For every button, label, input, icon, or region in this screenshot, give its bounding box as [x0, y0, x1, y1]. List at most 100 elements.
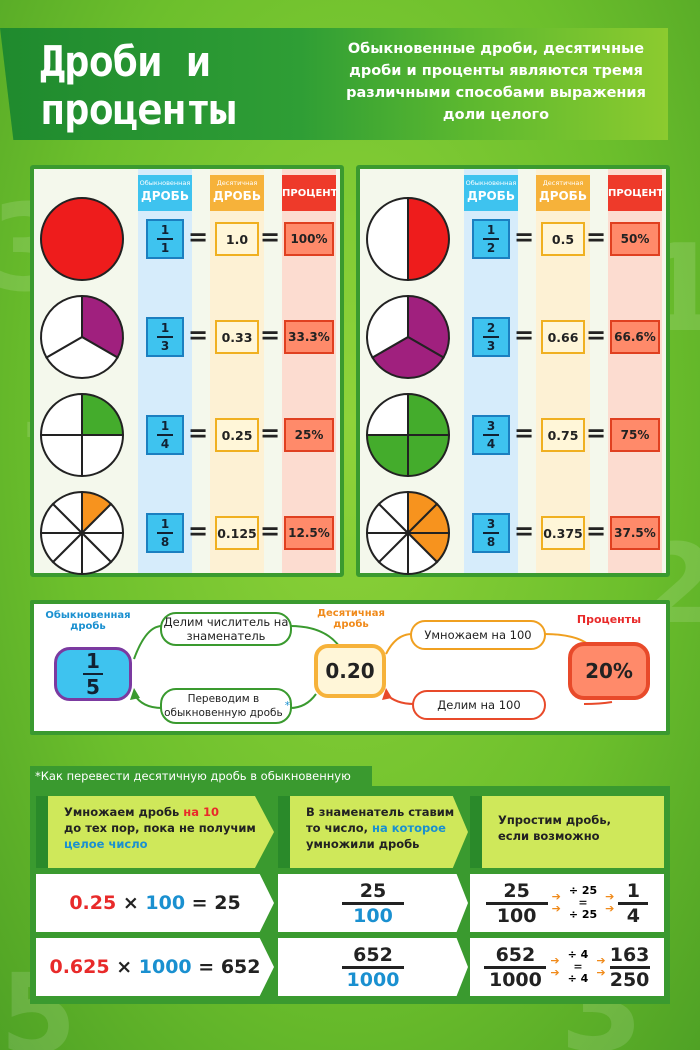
- fraction-line: [609, 965, 650, 969]
- denominator: 3: [486, 339, 496, 353]
- ex2-eq2: =: [573, 960, 583, 973]
- step2-text-a: В знаменатель ставим: [306, 805, 455, 819]
- ex1-simp-den: 4: [626, 904, 640, 927]
- step-divide100-pill: Делим на 100: [412, 690, 546, 720]
- step-convert-text: Переводим в обыкновенную дробь: [164, 693, 283, 719]
- flow-frac-num: 1: [86, 649, 100, 673]
- equals-sign: =: [513, 419, 535, 447]
- step2-header: В знаменатель ставим то число, на которо…: [278, 796, 468, 868]
- flow-frac-den: 5: [86, 675, 100, 699]
- step-multiply-pill: Умножаем на 100: [410, 620, 546, 650]
- step1-text-c: до тех пор, пока не получим: [64, 821, 256, 835]
- numerator: 3: [486, 517, 496, 531]
- ex2-s-num: 652: [495, 943, 536, 966]
- ex1-s-num: 25: [503, 879, 530, 902]
- ex1-decimal: 0.25: [69, 892, 117, 914]
- equals-sign: =: [259, 321, 281, 349]
- left-percent-1: 100%: [284, 222, 334, 256]
- decimal-to-fraction-steps: Умножаем дробь на 10 до тех пор, пока не…: [30, 786, 670, 1004]
- equals-sign: =: [187, 517, 209, 545]
- denominator: 4: [160, 437, 170, 451]
- denominator: 1: [160, 241, 170, 255]
- right-pie-2: [364, 293, 452, 381]
- example2-fraction: 652 1000: [278, 938, 468, 996]
- ex1-multiplier: 100: [145, 892, 186, 914]
- fraction-line: [342, 965, 404, 969]
- right-col-header: Десятичная ДРОБЬ: [536, 175, 590, 211]
- left-percent-2: 33.3%: [284, 320, 334, 354]
- right-percent-1: 50%: [610, 222, 660, 256]
- left-decimal-2: 0.33: [215, 320, 259, 354]
- right-decimal-1: 0.5: [541, 222, 585, 256]
- equals-sign: =: [585, 419, 607, 447]
- numerator: 1: [160, 321, 170, 335]
- equals-sign: =: [187, 223, 209, 251]
- numerator: 1: [160, 517, 170, 531]
- left-col-header: ПРОЦЕНТ: [282, 175, 338, 211]
- flow-decimal-box: 0.20: [314, 644, 386, 698]
- denominator: 8: [486, 535, 496, 549]
- ex2-s-den: 1000: [488, 968, 542, 991]
- equals-sign: =: [513, 223, 535, 251]
- right-pie-4: [364, 489, 452, 577]
- col-header-big: ПРОЦЕНТ: [282, 188, 338, 199]
- step1-text-d: целое число: [64, 837, 148, 851]
- ex1-simp-num: 1: [626, 879, 640, 902]
- left-pie-1: [38, 195, 126, 283]
- fraction-table-right: Обыкновенная ДРОБЬ Десятичная ДРОБЬ ПРОЦЕНТ 1…: [356, 165, 670, 577]
- ex2-den: 1000: [346, 968, 400, 991]
- fraction-line: [83, 673, 103, 675]
- arrow-icon: ➔: [550, 966, 560, 979]
- flow-percent-box: 20%: [568, 642, 650, 700]
- equals-sign: =: [513, 321, 535, 349]
- step-convert-star: *: [284, 700, 290, 712]
- col-header-big: ПРОЦЕНТ: [608, 188, 664, 199]
- ex1-equals: =: [191, 892, 208, 914]
- left-pie-3: [38, 391, 126, 479]
- ex2-simp-num: 163: [609, 943, 650, 966]
- fraction-line: [484, 965, 547, 969]
- arrow-icon: ➔: [596, 966, 606, 979]
- arrow-icon: ➔: [551, 890, 561, 903]
- ex2-result: 652: [220, 956, 261, 978]
- col-header-big: ДРОБЬ: [539, 189, 587, 203]
- right-col-header: ПРОЦЕНТ: [608, 175, 664, 211]
- fraction-line: [483, 434, 499, 436]
- ex2-times: ×: [116, 956, 133, 978]
- step1-header: Умножаем дробь на 10 до тех пор, пока не…: [36, 796, 274, 868]
- right-percent-3: 75%: [610, 418, 660, 452]
- equals-sign: =: [259, 419, 281, 447]
- equals-sign: =: [187, 321, 209, 349]
- header-banner: [0, 28, 668, 140]
- fraction-line: [342, 901, 404, 905]
- denominator: 4: [486, 437, 496, 451]
- arrow-icon: ➔: [550, 954, 560, 967]
- denominator: 2: [486, 241, 496, 255]
- step1-text-a: Умножаем дробь: [64, 805, 184, 819]
- ex2-decimal: 0.625: [49, 956, 110, 978]
- ex1-result: 25: [214, 892, 241, 914]
- right-pie-1: [364, 195, 452, 283]
- step-marker: [470, 796, 482, 868]
- step3-text-a: Упростим дробь,: [498, 813, 611, 827]
- bottom-section-title: *Как перевести десятичную дробь в обыкно…: [30, 766, 372, 786]
- right-percent-4: 37.5%: [610, 516, 660, 550]
- fraction-table-left: Обыкновенная ДРОБЬ Десятичная ДРОБЬ ПРОЦЕНТ 1…: [30, 165, 344, 577]
- conversion-flow: Обыкновенная дробь Десятичная дробь Проц…: [30, 600, 670, 735]
- flow-pct-label: Проценты: [576, 613, 642, 626]
- ex1-div-top: ÷ 25: [568, 884, 598, 897]
- left-pie-4: [38, 489, 126, 577]
- step1-text-b: на 10: [183, 805, 219, 819]
- equals-sign: =: [187, 419, 209, 447]
- right-decimal-2: 0.66: [541, 320, 585, 354]
- denominator: 8: [160, 535, 170, 549]
- example2-multiply: 0.625 × 1000 = 652: [36, 938, 274, 996]
- left-col-header: Десятичная ДРОБЬ: [210, 175, 264, 211]
